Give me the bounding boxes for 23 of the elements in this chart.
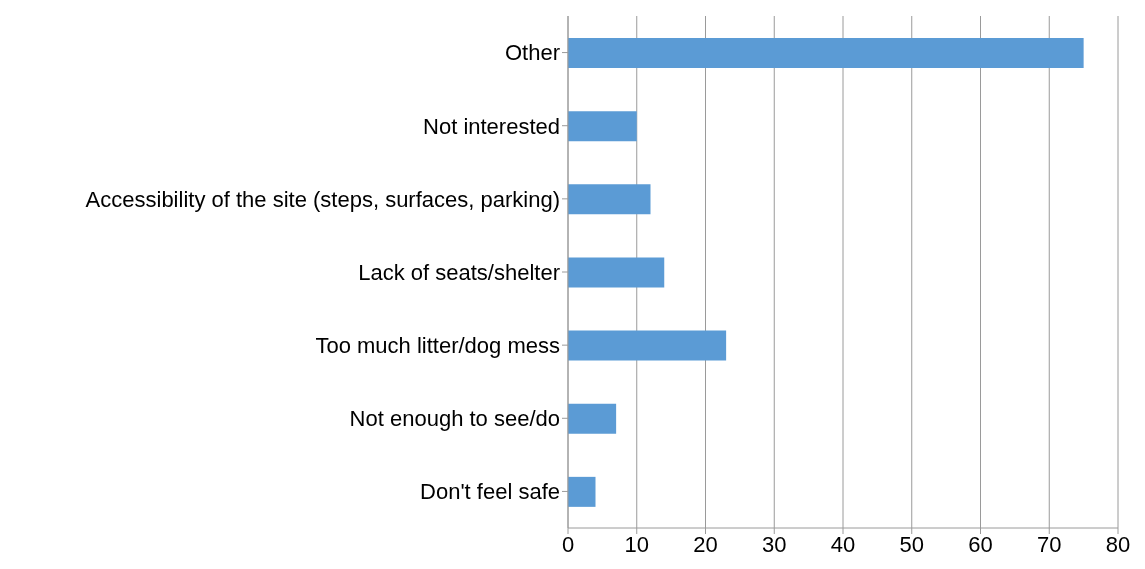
x-tick-label: 50 xyxy=(899,531,924,557)
x-tick-label: 10 xyxy=(624,531,649,557)
bar xyxy=(568,403,617,434)
bar xyxy=(568,330,727,361)
bar xyxy=(568,111,637,142)
y-tick-label: Not enough to see/do xyxy=(349,406,560,432)
x-tick-label: 20 xyxy=(693,531,718,557)
x-tick-label: 60 xyxy=(968,531,993,557)
bar xyxy=(568,184,651,215)
y-tick-label: Accessibility of the site (steps, surfaces, parking) xyxy=(85,186,560,212)
x-tick-label: 70 xyxy=(1037,531,1062,557)
bar xyxy=(568,38,1084,68)
y-tick-label: Lack of seats/shelter xyxy=(358,259,560,285)
bar xyxy=(568,257,665,288)
x-tick-label: 0 xyxy=(561,531,575,557)
bar xyxy=(568,476,596,507)
x-tick-label: 80 xyxy=(1105,531,1131,557)
y-tick-label: Not interested xyxy=(423,113,560,139)
x-tick-label: 30 xyxy=(762,531,787,557)
y-tick-label: Don't feel safe xyxy=(420,479,560,505)
y-tick-label: Other xyxy=(504,40,560,66)
x-tick-label: 40 xyxy=(830,531,856,557)
y-tick-label: Too much litter/dog mess xyxy=(315,332,560,358)
